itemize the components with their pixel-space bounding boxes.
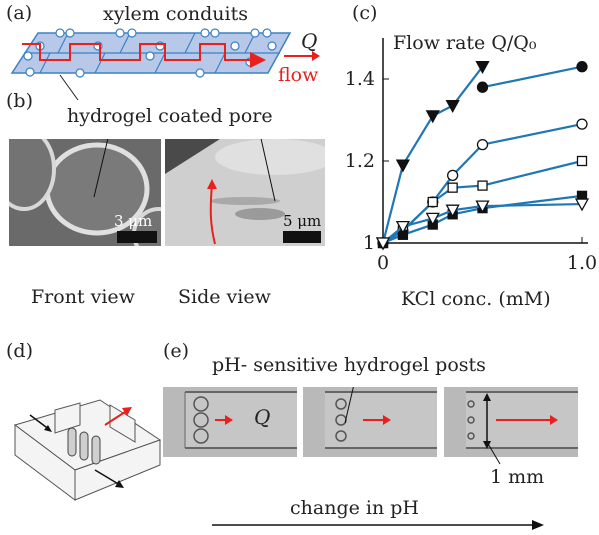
y-tick-label: 1.4 <box>345 68 375 90</box>
data-point-triangle-down-filled <box>445 100 460 114</box>
panel-d-letter: (d) <box>6 340 33 362</box>
data-point-circle-open <box>476 138 489 151</box>
q-label-a: Q <box>301 29 318 53</box>
data-point-circle-open <box>447 169 459 182</box>
data-point-triangle-down-open <box>395 220 410 234</box>
device-3d-sketch <box>13 399 162 501</box>
flow-rate-chart: 1 1.2 1.4 0 1.0 <box>345 38 597 274</box>
xylem-diagram <box>10 28 292 100</box>
series-line-triangle-down-open <box>382 202 583 244</box>
front-view-photo: 3 μm <box>9 139 161 246</box>
data-point-circle-filled <box>476 81 489 93</box>
chart-xlabel: KCl conc. (mM) <box>401 288 551 310</box>
data-point-triangle-down-filled <box>395 159 410 173</box>
front-view-caption: Front view <box>31 286 135 308</box>
y-tick-label: 1 <box>363 232 375 254</box>
data-point-square-open <box>576 155 588 167</box>
data-point-triangle-down-filled <box>475 61 490 75</box>
ph-photo-2 <box>303 387 437 457</box>
data-point-triangle-down-open <box>574 198 590 212</box>
panel-a-letter: (a) <box>6 2 33 24</box>
hydrogel-pore-label: hydrogel coated pore <box>67 105 273 127</box>
flow-label: flow <box>278 64 319 86</box>
ph-photo-1: Q <box>163 387 297 457</box>
scale-label-side: 5 μm <box>283 212 322 230</box>
hydrogel-posts-label: pH- sensitive hydrogel posts <box>212 354 486 376</box>
data-point-triangle-down-open <box>475 200 490 214</box>
y-tick-label: 1.2 <box>345 150 375 172</box>
data-point-triangle-down-open <box>425 212 440 226</box>
scale-1mm-label: 1 mm <box>490 466 545 488</box>
scale-pointer <box>486 441 501 465</box>
x-tick-label: 1.0 <box>567 252 597 274</box>
xylem-conduits-label: xylem conduits <box>103 3 249 25</box>
side-view-caption: Side view <box>178 286 271 308</box>
change-in-ph-label: change in pH <box>290 497 419 519</box>
data-point-square-open <box>477 180 488 191</box>
flow-path <box>22 43 266 68</box>
x-tick-label: 0 <box>377 252 389 274</box>
q-arrow-a <box>284 51 320 61</box>
data-point-triangle-down-open <box>445 204 460 218</box>
data-point-circle-filled <box>576 61 588 73</box>
chart-title: Flow rate Q/Q₀ <box>393 32 537 54</box>
posts <box>67 427 101 465</box>
series-line-circle-filled <box>482 65 583 89</box>
data-point-square-open <box>447 182 458 193</box>
panel-b-letter: (b) <box>6 90 33 112</box>
ph-photo-3 <box>444 387 578 457</box>
data-point-triangle-down-filled <box>425 110 440 124</box>
side-view-photo: 5 μm <box>165 139 325 246</box>
q-label-e: Q <box>254 405 271 429</box>
data-point-triangle-down-open <box>375 237 391 251</box>
data-point-square-open <box>427 196 438 208</box>
ph-change-arrow <box>212 520 544 530</box>
panel-c-letter: (c) <box>352 2 378 24</box>
scale-label-front: 3 μm <box>114 212 153 230</box>
panel-e-letter: (e) <box>163 340 190 362</box>
data-point-circle-open <box>576 118 588 130</box>
